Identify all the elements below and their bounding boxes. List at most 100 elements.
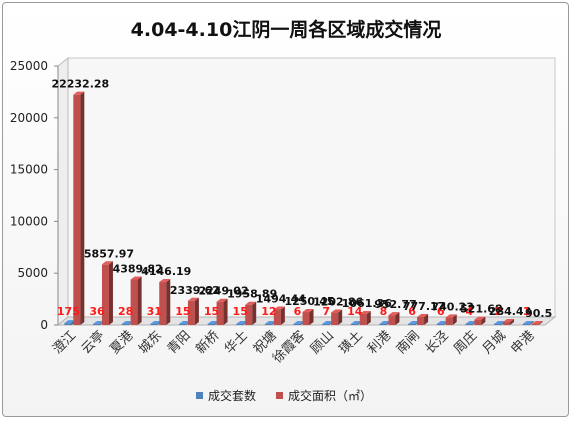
bar-7-area-front xyxy=(245,304,253,325)
data-label-area: 5857.97 xyxy=(84,247,134,260)
bar-8-area-top xyxy=(273,306,285,310)
legend-label: 成交套数 xyxy=(208,388,256,403)
bar-4-area xyxy=(159,279,171,325)
bar-14-units-top xyxy=(436,321,448,324)
data-label-units: 6 xyxy=(437,305,445,318)
data-label-units: 175 xyxy=(57,305,80,318)
bar-4-units-front xyxy=(150,324,158,325)
bar-12-area-front xyxy=(388,315,396,325)
bar-15-area-front xyxy=(474,319,482,325)
bar-8-area-front xyxy=(273,309,281,325)
bar-3-area-front xyxy=(130,279,138,325)
bar-6-area-side xyxy=(223,298,228,325)
data-label-units: 15 xyxy=(175,305,190,318)
bar-14-area xyxy=(445,314,457,325)
bar-5-area-front xyxy=(187,300,195,325)
data-label-units: 31 xyxy=(147,305,162,318)
bar-6-area-front xyxy=(216,301,224,325)
data-label-units: 6 xyxy=(408,305,416,318)
bar-15-area-side xyxy=(481,316,486,325)
bar-6-units-top xyxy=(207,321,219,324)
data-label-units: 28 xyxy=(118,305,133,318)
data-label-units: 7 xyxy=(322,305,330,318)
bar-13-area-side xyxy=(424,313,429,325)
data-label-area: 1202.86 xyxy=(313,296,363,309)
bar-14-units-front xyxy=(436,324,444,325)
bar-8-units-front xyxy=(264,324,272,325)
bar-15-units-top xyxy=(465,321,477,324)
data-label-units: 8 xyxy=(380,305,388,318)
bar-7-area xyxy=(245,301,257,325)
bar-5-area-side xyxy=(194,297,199,325)
bar-5-units-front xyxy=(178,324,186,325)
bar-1-area-top xyxy=(73,91,85,95)
y-tick-label: 10000 xyxy=(10,214,48,228)
bar-5-area-top xyxy=(187,297,199,301)
bar-5-units-top xyxy=(178,321,190,324)
bar-12-area-top xyxy=(388,312,400,316)
y-tick-label: 15000 xyxy=(10,163,48,177)
bar-16-area xyxy=(503,319,515,325)
bar-11-area-top xyxy=(359,311,371,315)
data-label-area: 952.77 xyxy=(374,298,416,311)
bar-10-area-top xyxy=(331,309,343,313)
data-label-area: 777.17 xyxy=(403,300,445,313)
y-axis: 0 5000 10000 15000 20000 25000 xyxy=(10,59,59,332)
bar-6-area-top xyxy=(216,298,228,302)
y-tick-label: 0 xyxy=(40,318,48,332)
bar-1-area-side xyxy=(80,91,85,325)
bar-11-units-top xyxy=(350,321,362,324)
bar-17-area-top xyxy=(531,321,543,324)
data-label-area: 22232.28 xyxy=(51,78,109,91)
bar-9-units-front xyxy=(293,324,301,325)
x-tick-label: 南闸 xyxy=(393,328,423,358)
data-label-area: 2339.62 xyxy=(170,284,220,297)
data-label-area: 4389.82 xyxy=(113,263,163,276)
bar-10-units-front xyxy=(322,324,330,325)
data-label-area: 284.43 xyxy=(489,305,531,318)
y-tick-label: 25000 xyxy=(10,59,48,73)
x-tick-label: 夏港 xyxy=(107,328,136,357)
bar-15-area-top xyxy=(474,316,486,320)
bar-2-area xyxy=(101,261,113,325)
bar-13-units-top xyxy=(408,321,420,324)
data-label-units: 12 xyxy=(261,305,276,318)
bar-15-area xyxy=(474,316,486,325)
bar-10-area-side xyxy=(338,309,343,325)
data-label-area: 740.23 xyxy=(432,300,474,313)
bar-16-area-front xyxy=(503,322,511,325)
x-tick-label: 顾山 xyxy=(308,328,337,357)
bar-3-units-front xyxy=(121,324,129,325)
data-label-units: 15 xyxy=(204,305,219,318)
bar-16-area-top xyxy=(503,319,515,323)
bar-14-area-front xyxy=(445,317,453,325)
bar-9-area-front xyxy=(302,312,310,325)
data-label-area: 1958.89 xyxy=(227,288,277,301)
side-wall xyxy=(57,56,69,327)
bar-13-area-front xyxy=(417,316,425,325)
data-label-area: 4146.19 xyxy=(141,265,191,278)
bar-4-area-top xyxy=(159,279,171,283)
data-label-units: 15 xyxy=(233,305,248,318)
bar-9-area xyxy=(302,309,314,325)
bar-11-units-front xyxy=(350,324,358,325)
bar-8-area-side xyxy=(280,306,285,325)
bar-2-area-side xyxy=(108,261,113,325)
bar-17-units-front xyxy=(522,324,530,325)
bar-10-area xyxy=(331,309,343,325)
bar-3-area-top xyxy=(130,276,142,280)
bar-1-area xyxy=(73,91,85,325)
y-tick-label: 20000 xyxy=(10,111,48,125)
data-label-units: 4 xyxy=(466,305,474,318)
data-label-units: 1 xyxy=(523,305,531,318)
bar-3-area xyxy=(130,276,142,325)
bar-2-area-top xyxy=(101,261,113,265)
legend-swatch xyxy=(196,392,203,399)
bar-12-area xyxy=(388,312,400,325)
bar-9-area-top xyxy=(302,309,314,313)
legend-label: 成交面积（㎡） xyxy=(288,388,372,403)
bar-4-area-front xyxy=(159,282,167,325)
data-label-units: 2 xyxy=(494,305,502,318)
